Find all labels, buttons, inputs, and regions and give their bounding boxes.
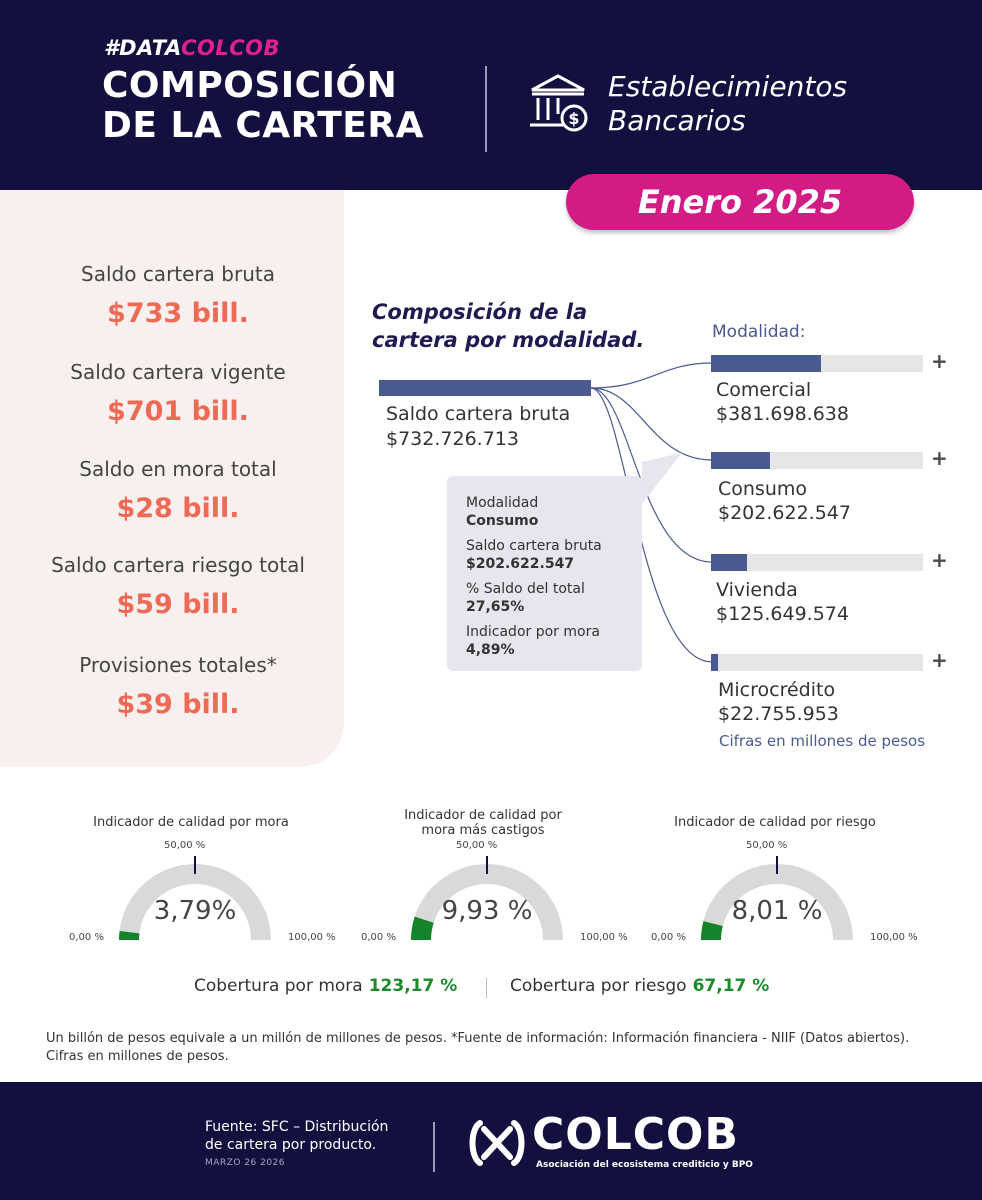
units-note: Cifras en millones de pesos bbox=[719, 732, 926, 750]
colcob-tagline: Asociación del ecosistema crediticio y B… bbox=[536, 1160, 753, 1170]
kpi-panel bbox=[0, 190, 344, 767]
gauge-mid-label: 50,00 % bbox=[746, 840, 788, 851]
gauge-max-label: 100,00 % bbox=[580, 932, 628, 943]
title-line-1: COMPOSICIÓN bbox=[102, 65, 398, 106]
coverage-mora: Cobertura por mora 123,17 % bbox=[194, 976, 458, 996]
kpi-saldo-mora: Saldo en mora total $28 bill. bbox=[0, 457, 356, 524]
kpi-label: Saldo cartera bruta bbox=[81, 262, 275, 286]
gauge-min-label: 0,00 % bbox=[69, 932, 104, 943]
bar-fill bbox=[711, 452, 770, 469]
svg-text:$: $ bbox=[568, 109, 579, 128]
expand-plus-icon[interactable]: + bbox=[931, 648, 948, 672]
kpi-value: $28 bill. bbox=[116, 493, 240, 524]
gauge-title-mora: Indicador de calidad por mora bbox=[93, 815, 289, 830]
bar-track-0[interactable] bbox=[711, 355, 923, 372]
gauge-title-riesgo: Indicador de calidad por riesgo bbox=[674, 815, 876, 830]
gauge-track bbox=[119, 864, 271, 941]
modalidad-header: Modalidad: bbox=[712, 322, 806, 342]
modalidad-tooltip: Modalidad Consumo Saldo cartera bruta $2… bbox=[447, 476, 642, 671]
bar-fill bbox=[711, 654, 718, 671]
footer-divider bbox=[433, 1122, 435, 1172]
total-bar[interactable] bbox=[379, 380, 591, 396]
bar-fill bbox=[711, 355, 822, 372]
gauge-chart bbox=[119, 856, 271, 941]
gauge-fill bbox=[411, 916, 434, 941]
bar-track-1[interactable] bbox=[711, 452, 923, 469]
bank-dollar-icon: $ bbox=[530, 74, 588, 132]
bar-value: $125.649.574 bbox=[716, 603, 849, 625]
gauge-value: 9,93 % bbox=[441, 896, 533, 926]
gauge-min-label: 0,00 % bbox=[651, 932, 686, 943]
bar-label: Vivienda $125.649.574 bbox=[716, 578, 849, 626]
kpi-value: $733 bill. bbox=[107, 298, 249, 329]
colcob-logo-icon bbox=[469, 1120, 525, 1166]
gauge-value: 8,01 % bbox=[731, 896, 823, 926]
gauge-chart bbox=[701, 856, 853, 941]
bar-label: Consumo $202.622.547 bbox=[718, 477, 851, 525]
bar-value: $381.698.638 bbox=[716, 403, 849, 425]
publish-date: MARZO 26 2026 bbox=[205, 1158, 286, 1168]
kpi-value: $39 bill. bbox=[116, 689, 240, 720]
footer-banner bbox=[0, 1082, 982, 1200]
page-title: COMPOSICIÓN DE LA CARTERA bbox=[102, 66, 472, 146]
entity-name: Establecimientos Bancarios bbox=[608, 70, 848, 137]
bar-category: Consumo bbox=[718, 478, 808, 500]
kpi-value: $701 bill. bbox=[107, 396, 249, 427]
coverage-riesgo: Cobertura por riesgo 67,17 % bbox=[510, 976, 770, 996]
period-badge: Enero 2025 bbox=[566, 174, 914, 230]
bar-category: Comercial bbox=[716, 379, 812, 401]
tooltip-pointer bbox=[642, 440, 682, 504]
header-divider bbox=[485, 66, 487, 152]
kpi-label: Saldo en mora total bbox=[79, 457, 277, 481]
bar-label: Microcrédito $22.755.953 bbox=[718, 678, 839, 726]
coverage-divider bbox=[486, 978, 487, 998]
gauge-mid-label: 50,00 % bbox=[164, 840, 206, 851]
kpi-saldo-bruta: Saldo cartera bruta $733 bill. bbox=[0, 262, 356, 329]
footnote: Un billón de pesos equivale a un millón … bbox=[46, 1031, 910, 1064]
bar-category: Vivienda bbox=[716, 579, 798, 601]
header-banner bbox=[0, 0, 982, 190]
kpi-provisiones: Provisiones totales* $39 bill. bbox=[0, 653, 356, 720]
bar-fill bbox=[711, 554, 748, 571]
kpi-saldo-vigente: Saldo cartera vigente $701 bill. bbox=[0, 360, 356, 427]
total-label: Saldo cartera bruta $732.726.713 bbox=[386, 403, 571, 450]
kpi-label: Saldo cartera vigente bbox=[70, 360, 286, 384]
bar-category: Microcrédito bbox=[718, 679, 836, 701]
composition-title: Composición de la cartera por modalidad. bbox=[372, 300, 645, 352]
bar-value: $22.755.953 bbox=[718, 703, 839, 725]
gauge-title-castigos: Indicador de calidad por mora más castig… bbox=[404, 808, 562, 838]
gauge-track bbox=[411, 864, 563, 941]
expand-plus-icon[interactable]: + bbox=[931, 446, 948, 470]
expand-plus-icon[interactable]: + bbox=[931, 349, 948, 373]
gauge-fill bbox=[701, 921, 723, 941]
source-text: Fuente: SFC – Distribución de cartera po… bbox=[205, 1119, 389, 1153]
gauge-value: 3,79% bbox=[153, 896, 237, 926]
title-line-2: DE LA CARTERA bbox=[102, 105, 424, 146]
kpi-label: Provisiones totales* bbox=[79, 653, 277, 677]
colcob-logo-text: COLCOB bbox=[532, 1109, 739, 1160]
kpi-label: Saldo cartera riesgo total bbox=[51, 553, 305, 577]
gauge-mid-label: 50,00 % bbox=[456, 840, 498, 851]
bar-track-2[interactable] bbox=[711, 554, 923, 571]
gauge-max-label: 100,00 % bbox=[288, 932, 336, 943]
gauge-chart bbox=[411, 856, 563, 941]
kpi-saldo-riesgo: Saldo cartera riesgo total $59 bill. bbox=[0, 553, 356, 620]
bar-value: $202.622.547 bbox=[718, 502, 851, 524]
kpi-value: $59 bill. bbox=[116, 589, 240, 620]
bar-track-3[interactable] bbox=[711, 654, 923, 671]
gauge-min-label: 0,00 % bbox=[361, 932, 396, 943]
expand-plus-icon[interactable]: + bbox=[931, 548, 948, 572]
bar-label: Comercial $381.698.638 bbox=[716, 378, 849, 426]
hashtag: #DATACOLCOB bbox=[104, 36, 281, 60]
gauge-track bbox=[701, 864, 853, 941]
gauge-max-label: 100,00 % bbox=[870, 932, 918, 943]
